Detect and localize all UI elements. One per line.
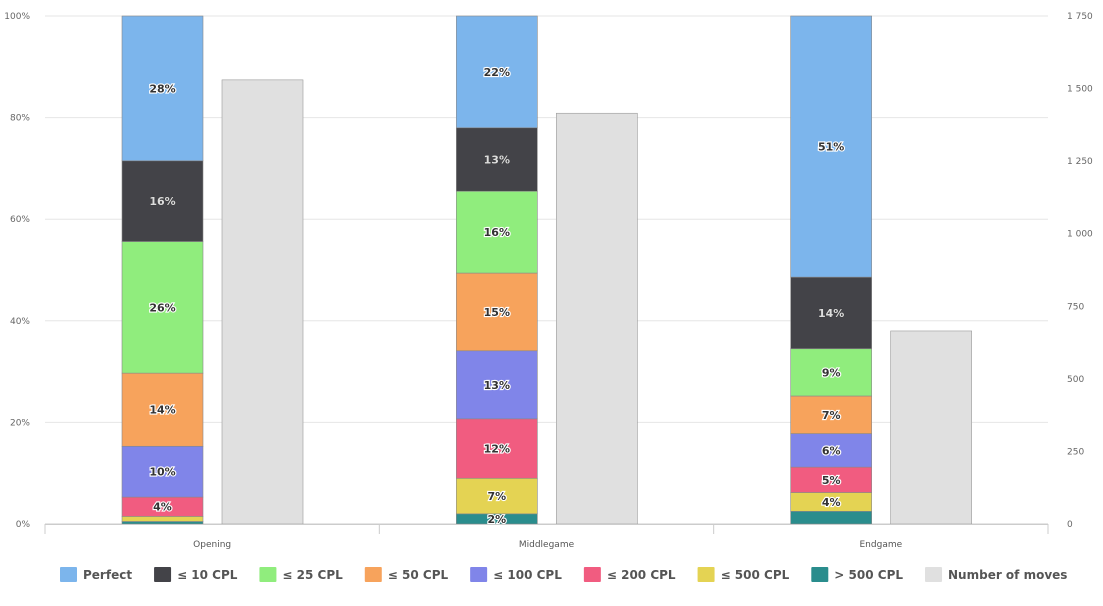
- legend-swatch: [259, 567, 277, 582]
- legend-label: ≤ 100 CPL: [493, 568, 562, 582]
- data-label: 13%: [484, 154, 510, 167]
- data-label: 16%: [149, 195, 175, 208]
- y-left-tick-label: 20%: [10, 418, 30, 428]
- legend-swatch: [154, 567, 172, 582]
- legend-label: Perfect: [83, 568, 132, 582]
- data-label: 15%: [484, 306, 510, 319]
- legend-label: ≤ 500 CPL: [721, 568, 790, 582]
- bar-segment: [121, 241, 204, 374]
- legend: Perfect ≤ 10 CPL ≤ 25 CPL ≤ 50 CPL ≤ 100 CPL…: [60, 567, 1067, 582]
- x-tick-label: Middlegame: [519, 540, 575, 550]
- y-right-tick-label: 1 250: [1067, 157, 1093, 167]
- x-tick-label: Opening: [193, 540, 231, 550]
- data-label: 6%: [822, 444, 841, 457]
- bar-segment: [121, 516, 204, 522]
- data-label: 16%: [484, 226, 510, 239]
- data-label: 22%: [484, 66, 510, 79]
- bar-segment: [456, 272, 538, 352]
- data-label: 28%: [149, 82, 175, 95]
- legend-swatch: [811, 567, 829, 582]
- bar-segment: [790, 15, 872, 278]
- bars: 4% 10% 14% 26% 16% 28% 2% 7% 12% 13% 15% 16% 13% 22% 4…: [121, 15, 972, 527]
- data-label: 5%: [822, 474, 841, 487]
- legend-swatch: [364, 567, 382, 582]
- bar-segment: [456, 477, 538, 515]
- x-axis: Opening Middlegame Endgame: [44, 524, 1049, 550]
- x-tick-label: Endgame: [860, 540, 903, 550]
- bar-segment: [790, 395, 872, 434]
- legend-swatch: [583, 567, 601, 582]
- y-right-tick-label: 1 000: [1067, 230, 1093, 240]
- y-left-tick-label: 80%: [10, 114, 30, 124]
- y-right-tick-label: 750: [1067, 302, 1084, 312]
- y-left-tick-label: 40%: [10, 317, 30, 327]
- bar-segment: [121, 15, 204, 162]
- legend-swatch: [470, 567, 488, 582]
- bar-segment: [456, 15, 538, 129]
- moves-bar: [221, 79, 304, 525]
- bar-segment: [121, 445, 204, 498]
- bar-segment: [121, 521, 204, 525]
- bar-segment: [121, 160, 204, 242]
- bar-segment: [790, 433, 872, 468]
- legend-label: ≤ 10 CPL: [177, 568, 238, 582]
- y-axis-left: 0% 20% 40% 60% 80% 100%: [4, 12, 30, 530]
- legend-label: Number of moves: [948, 568, 1067, 582]
- data-label: 7%: [487, 490, 506, 503]
- data-label: 2%: [487, 513, 506, 526]
- y-left-tick-label: 100%: [4, 12, 30, 22]
- data-label: 51%: [818, 141, 844, 154]
- moves-bar: [556, 112, 638, 525]
- y-axis-right: 0 250 500 750 1 000 1 250 1 500 1 750: [1067, 12, 1093, 530]
- legend-label: ≤ 25 CPL: [282, 568, 343, 582]
- data-label: 14%: [149, 404, 175, 417]
- bar-segment: [790, 466, 872, 493]
- bar-segment: [790, 276, 872, 350]
- data-label: 4%: [153, 501, 172, 514]
- y-right-tick-label: 1 500: [1067, 85, 1093, 95]
- legend-label: ≤ 200 CPL: [607, 568, 676, 582]
- bar-segment: [456, 418, 538, 479]
- legend-label: > 500 CPL: [834, 568, 903, 582]
- y-right-tick-label: 250: [1067, 447, 1084, 457]
- y-right-tick-label: 1 750: [1067, 12, 1093, 22]
- y-left-tick-label: 0%: [16, 520, 31, 530]
- y-right-tick-label: 0: [1067, 520, 1073, 530]
- data-label: 14%: [818, 307, 844, 320]
- legend-swatch: [925, 567, 943, 582]
- data-label: 10%: [149, 466, 175, 479]
- y-right-tick-label: 500: [1067, 375, 1084, 385]
- data-label: 26%: [149, 301, 175, 314]
- bar-segment: [790, 348, 872, 397]
- bar-segment: [456, 127, 538, 192]
- data-label: 7%: [822, 409, 841, 422]
- legend-label: ≤ 50 CPL: [388, 568, 449, 582]
- data-label: 4%: [822, 496, 841, 509]
- data-label: 12%: [484, 443, 510, 456]
- y-left-tick-label: 60%: [10, 215, 30, 225]
- data-label: 9%: [822, 366, 841, 379]
- legend-swatch: [697, 567, 715, 582]
- bar-segment: [121, 372, 204, 447]
- legend-swatch: [60, 567, 77, 582]
- bar-segment: [790, 510, 872, 525]
- data-label: 13%: [484, 379, 510, 392]
- moves-bar: [890, 330, 972, 525]
- bar-segment: [456, 190, 538, 274]
